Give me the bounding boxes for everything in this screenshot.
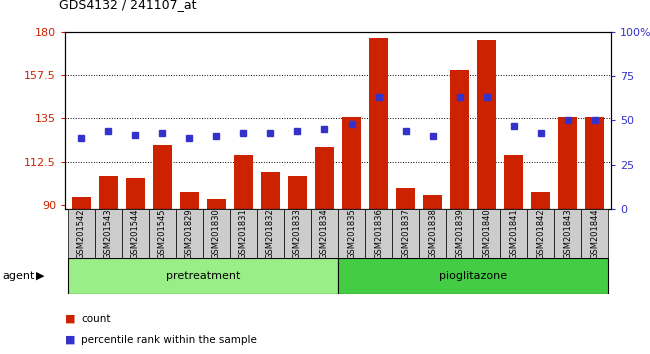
FancyBboxPatch shape	[365, 209, 392, 258]
FancyBboxPatch shape	[554, 209, 581, 258]
Bar	[72, 197, 91, 209]
Text: pioglitazone: pioglitazone	[439, 271, 507, 281]
FancyBboxPatch shape	[257, 209, 284, 258]
Bar	[180, 192, 199, 209]
Bar	[531, 192, 550, 209]
Text: GSM201842: GSM201842	[536, 208, 545, 259]
FancyBboxPatch shape	[176, 209, 203, 258]
Bar	[396, 188, 415, 209]
Text: GSM201832: GSM201832	[266, 208, 275, 259]
Text: GDS4132 / 241107_at: GDS4132 / 241107_at	[58, 0, 196, 11]
FancyBboxPatch shape	[473, 209, 500, 258]
Text: GSM201835: GSM201835	[347, 208, 356, 259]
Text: GSM201840: GSM201840	[482, 208, 491, 259]
Text: GSM201843: GSM201843	[564, 208, 572, 259]
Bar	[423, 195, 442, 209]
Text: GSM201544: GSM201544	[131, 209, 140, 259]
Text: count: count	[81, 314, 110, 324]
Bar	[585, 116, 604, 209]
Text: ■: ■	[65, 335, 75, 345]
Text: GSM201834: GSM201834	[320, 208, 329, 259]
Bar	[153, 145, 172, 209]
FancyBboxPatch shape	[338, 209, 365, 258]
Text: GSM201841: GSM201841	[509, 208, 518, 259]
Text: percentile rank within the sample: percentile rank within the sample	[81, 335, 257, 345]
Text: ▶: ▶	[36, 271, 44, 281]
Text: agent: agent	[2, 271, 34, 281]
Text: GSM201844: GSM201844	[590, 208, 599, 259]
Bar	[126, 178, 145, 209]
Text: GSM201833: GSM201833	[293, 208, 302, 259]
Bar	[207, 199, 226, 209]
Bar	[504, 155, 523, 209]
FancyBboxPatch shape	[581, 209, 608, 258]
Bar	[558, 116, 577, 209]
FancyBboxPatch shape	[122, 209, 149, 258]
Text: GSM201830: GSM201830	[212, 208, 221, 259]
FancyBboxPatch shape	[392, 209, 419, 258]
FancyBboxPatch shape	[149, 209, 176, 258]
Bar	[288, 176, 307, 209]
Text: GSM201545: GSM201545	[158, 209, 167, 259]
Text: GSM201829: GSM201829	[185, 208, 194, 259]
FancyBboxPatch shape	[500, 209, 527, 258]
Text: GSM201838: GSM201838	[428, 208, 437, 259]
FancyBboxPatch shape	[68, 258, 338, 294]
Text: GSM201837: GSM201837	[401, 208, 410, 259]
FancyBboxPatch shape	[446, 209, 473, 258]
FancyBboxPatch shape	[68, 209, 95, 258]
Text: ■: ■	[65, 314, 75, 324]
FancyBboxPatch shape	[230, 209, 257, 258]
Text: pretreatment: pretreatment	[166, 271, 240, 281]
FancyBboxPatch shape	[311, 209, 338, 258]
Text: GSM201543: GSM201543	[104, 208, 112, 259]
FancyBboxPatch shape	[338, 258, 608, 294]
Text: GSM201831: GSM201831	[239, 208, 248, 259]
Bar	[369, 38, 388, 209]
Bar	[477, 40, 496, 209]
FancyBboxPatch shape	[284, 209, 311, 258]
Bar	[261, 172, 280, 209]
Text: GSM201542: GSM201542	[77, 209, 86, 259]
FancyBboxPatch shape	[527, 209, 554, 258]
FancyBboxPatch shape	[95, 209, 122, 258]
Text: GSM201836: GSM201836	[374, 208, 383, 259]
Text: GSM201839: GSM201839	[455, 208, 464, 259]
FancyBboxPatch shape	[419, 209, 446, 258]
FancyBboxPatch shape	[203, 209, 230, 258]
Bar	[99, 176, 118, 209]
Bar	[450, 70, 469, 209]
Bar	[315, 147, 334, 209]
Bar	[234, 155, 253, 209]
Bar	[342, 116, 361, 209]
